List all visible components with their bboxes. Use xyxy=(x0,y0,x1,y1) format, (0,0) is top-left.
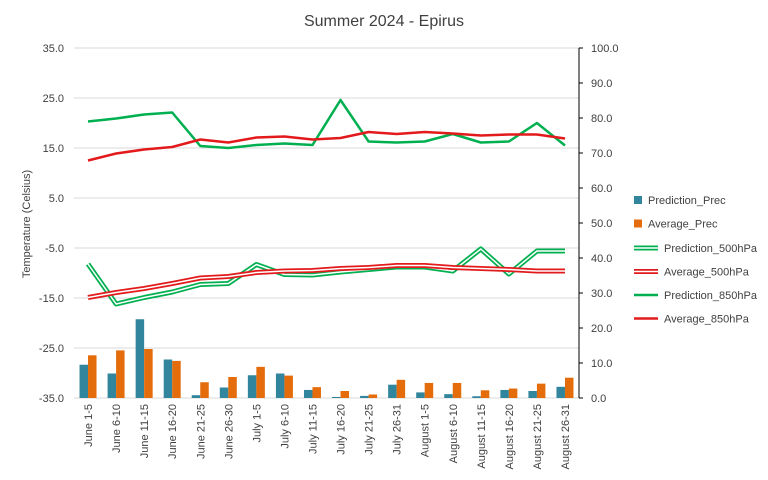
legend: Prediction_Prec Average_Prec Prediction_50… xyxy=(634,195,758,326)
bar xyxy=(480,390,490,398)
bar xyxy=(500,389,509,398)
x-tick-label: June 21-25 xyxy=(195,404,207,459)
y-tick-label: -25.0 xyxy=(39,343,64,355)
bar xyxy=(247,375,257,398)
chart-title: Summer 2024 - Epirus xyxy=(304,13,464,30)
x-tick-label: July 1-5 xyxy=(251,404,263,443)
x-tick-label: August 21-25 xyxy=(532,404,544,469)
x-tick-label: August 1-5 xyxy=(420,404,432,457)
x-tick-label: July 16-20 xyxy=(336,404,348,455)
series-line xyxy=(87,130,566,162)
bar xyxy=(144,349,153,398)
legend-label: Prediction_850hPa xyxy=(664,290,758,302)
y2-tick-label: 10.0 xyxy=(591,358,612,370)
x-tick-label: June 1-5 xyxy=(83,404,95,447)
y-tick-label: 35.0 xyxy=(43,43,64,55)
bar xyxy=(88,355,97,398)
bar xyxy=(172,360,181,398)
x-tick-label: June 26-30 xyxy=(223,404,235,459)
y2-tick-label: 20.0 xyxy=(591,323,612,335)
legend-label: Average_Prec xyxy=(648,219,718,231)
bar xyxy=(219,387,229,398)
x-tick-label: August 26-31 xyxy=(560,404,572,469)
bar xyxy=(452,382,462,398)
series-line-inner xyxy=(87,248,565,305)
bar xyxy=(444,394,453,398)
y2-tick-label: 30.0 xyxy=(591,288,612,300)
bar xyxy=(416,392,425,398)
x-tick-label: June 16-20 xyxy=(167,404,179,459)
bar xyxy=(472,396,481,398)
y2-tick-label: 40.0 xyxy=(591,253,612,265)
x-tick-label: July 11-15 xyxy=(307,404,319,454)
y-tick-label: -5.0 xyxy=(45,243,64,255)
series-line-inner xyxy=(87,264,565,299)
bar xyxy=(556,386,565,398)
bar xyxy=(256,366,265,398)
legend-label: Prediction_500hPa xyxy=(664,243,758,255)
bar xyxy=(508,388,518,398)
bar-series xyxy=(79,319,574,398)
bar xyxy=(275,373,285,398)
y-tick-label: -35.0 xyxy=(39,393,64,405)
bar xyxy=(564,377,574,398)
bar xyxy=(163,359,173,398)
y2-tick-label: 50.0 xyxy=(591,218,612,230)
line-series xyxy=(85,98,566,307)
bar xyxy=(528,391,537,398)
y2-tick-label: 80.0 xyxy=(591,113,612,125)
legend-swatch xyxy=(634,196,642,204)
bar xyxy=(424,382,434,398)
bar xyxy=(303,389,313,398)
bar xyxy=(200,382,209,398)
x-tick-label: July 21-25 xyxy=(364,404,376,455)
y-tick-label: -15.0 xyxy=(39,293,64,305)
legend-swatch xyxy=(634,219,642,228)
x-tick-label: June 11-15 xyxy=(139,404,151,458)
bar xyxy=(107,373,117,398)
bar xyxy=(340,391,350,398)
bar xyxy=(388,384,397,398)
y2-tick-label: 90.0 xyxy=(591,78,612,90)
y2-tick-label: 0.0 xyxy=(591,393,606,405)
legend-label: Average_850hPa xyxy=(664,314,750,326)
bar xyxy=(135,319,145,398)
bar xyxy=(368,394,378,398)
y-tick-label: 15.0 xyxy=(43,143,64,155)
bar xyxy=(360,395,369,398)
y-tick-label: 5.0 xyxy=(49,193,64,205)
bar xyxy=(332,396,341,398)
x-tick-label: July 26-31 xyxy=(392,404,404,455)
bar xyxy=(116,350,125,398)
gridlines xyxy=(74,47,579,399)
y2-tick-label: 100.0 xyxy=(591,43,619,55)
y-axis-label: Temperature (Celsius) xyxy=(21,170,33,278)
bar xyxy=(312,387,321,398)
y-tick-label: 25.0 xyxy=(43,93,64,105)
x-tick-label: June 6-10 xyxy=(111,404,123,453)
bar xyxy=(396,379,406,398)
x-tick-label: August 11-15 xyxy=(476,404,488,469)
x-tick-label: July 6-10 xyxy=(279,404,291,449)
y2-tick-label: 60.0 xyxy=(591,183,612,195)
series-line xyxy=(87,98,566,150)
bar xyxy=(79,364,89,398)
bar xyxy=(284,375,293,398)
bar xyxy=(228,377,237,398)
series-line xyxy=(85,246,565,307)
x-tick-label: August 16-20 xyxy=(504,404,516,469)
bar xyxy=(191,395,201,398)
legend-label: Average_500hPa xyxy=(664,267,750,279)
x-tick-label: August 6-10 xyxy=(448,404,460,463)
legend-label: Prediction_Prec xyxy=(648,195,726,207)
bar xyxy=(536,383,546,398)
y2-tick-label: 70.0 xyxy=(591,148,612,160)
axes: 35.0 25.0 15.0 5.0 -5.0 -15.0 -25.0 -35.0 100.0 9… xyxy=(39,43,619,469)
